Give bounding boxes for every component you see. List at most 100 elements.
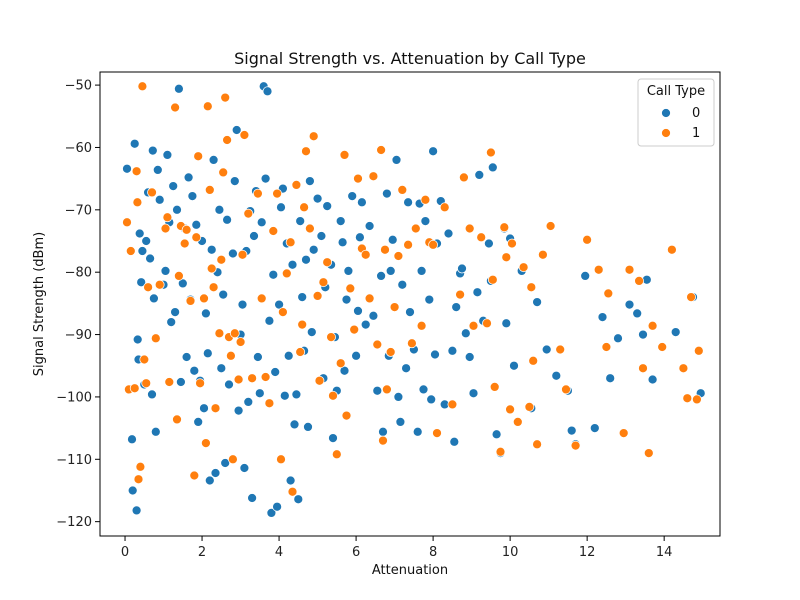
chart-title: Signal Strength vs. Attenuation by Call … — [234, 49, 586, 68]
data-point-calltype-0 — [566, 425, 577, 436]
legend-marker-1 — [661, 128, 671, 138]
data-point-calltype-1 — [376, 145, 386, 155]
data-point-calltype-1 — [276, 454, 286, 465]
data-point-calltype-1 — [301, 146, 311, 157]
data-point-calltype-0 — [222, 214, 232, 225]
data-point-calltype-0 — [501, 318, 512, 329]
data-point-calltype-1 — [532, 439, 542, 450]
data-point-calltype-1 — [237, 249, 248, 260]
data-point-calltype-1 — [208, 282, 219, 293]
data-point-calltype-1 — [464, 223, 475, 234]
data-point-calltype-1 — [570, 440, 581, 451]
data-point-calltype-0 — [276, 202, 286, 213]
data-point-calltype-1 — [206, 263, 217, 274]
data-point-calltype-1 — [191, 232, 202, 243]
data-point-calltype-0 — [303, 422, 313, 432]
data-point-calltype-1 — [372, 339, 383, 350]
data-point-calltype-1 — [137, 81, 148, 92]
data-point-calltype-0 — [210, 468, 221, 478]
data-point-calltype-0 — [254, 388, 265, 399]
data-point-calltype-1 — [528, 355, 539, 366]
data-point-calltype-0 — [152, 165, 163, 175]
data-point-calltype-1 — [512, 417, 523, 427]
y-tick-label: −90 — [65, 328, 92, 343]
data-point-calltype-0 — [416, 266, 427, 276]
legend: Call Type 0 1 — [637, 78, 715, 147]
data-point-calltype-1 — [389, 302, 400, 312]
data-point-calltype-1 — [486, 147, 496, 158]
data-point-calltype-1 — [482, 318, 492, 329]
data-point-calltype-0 — [343, 266, 354, 276]
data-point-calltype-1 — [524, 402, 535, 412]
data-point-calltype-0 — [368, 310, 379, 321]
data-point-calltype-1 — [247, 373, 257, 384]
data-point-calltype-0 — [279, 390, 290, 401]
data-point-calltype-0 — [509, 360, 519, 371]
data-point-calltype-1 — [264, 398, 275, 409]
y-tick-label: −120 — [56, 515, 92, 530]
data-point-calltype-0 — [174, 83, 184, 94]
data-point-calltype-0 — [264, 315, 275, 326]
data-point-calltype-1 — [235, 337, 246, 347]
data-point-calltype-0 — [372, 385, 383, 396]
data-point-calltype-1 — [593, 264, 604, 275]
data-point-calltype-1 — [291, 180, 302, 190]
data-point-calltype-1 — [222, 135, 232, 145]
data-point-calltype-1 — [229, 328, 240, 339]
data-point-calltype-0 — [249, 231, 259, 241]
data-point-calltype-1 — [220, 92, 231, 103]
data-point-calltype-0 — [449, 436, 460, 447]
data-point-calltype-0 — [468, 388, 479, 399]
data-point-calltype-0 — [464, 352, 475, 362]
data-point-calltype-1 — [582, 234, 592, 245]
data-point-calltype-1 — [505, 404, 515, 415]
x-tick-label: 2 — [198, 545, 206, 560]
data-point-calltype-1 — [216, 254, 227, 265]
data-point-calltype-0 — [364, 221, 375, 231]
data-point-calltype-0 — [428, 146, 438, 157]
data-point-calltype-0 — [181, 352, 192, 362]
data-point-calltype-1 — [686, 292, 696, 302]
data-point-calltype-1 — [162, 212, 173, 223]
data-point-calltype-1 — [204, 185, 215, 195]
data-point-calltype-0 — [360, 319, 371, 330]
y-tick-label: −110 — [56, 453, 92, 468]
data-point-calltype-0 — [266, 508, 277, 518]
data-point-calltype-1 — [218, 167, 229, 178]
data-point-calltype-0 — [308, 244, 319, 255]
data-point-calltype-0 — [474, 170, 485, 180]
data-point-calltype-1 — [634, 276, 644, 286]
data-point-calltype-1 — [174, 271, 184, 281]
data-point-calltype-1 — [335, 358, 346, 369]
data-point-calltype-1 — [459, 172, 469, 183]
data-point-calltype-0 — [395, 417, 406, 427]
data-point-calltype-0 — [208, 155, 219, 165]
data-point-calltype-0 — [391, 155, 402, 165]
data-point-calltype-0 — [160, 266, 171, 276]
data-point-calltype-0 — [260, 173, 271, 184]
data-point-calltype-1 — [314, 375, 325, 386]
data-point-calltype-1 — [385, 347, 396, 357]
data-point-calltype-1 — [164, 377, 175, 387]
data-point-calltype-0 — [166, 317, 177, 327]
data-point-calltype-1 — [256, 293, 267, 304]
data-point-calltype-0 — [397, 279, 408, 290]
data-point-calltype-0 — [316, 231, 327, 241]
data-point-calltype-1 — [326, 332, 336, 342]
data-point-calltype-0 — [150, 426, 161, 437]
data-point-calltype-0 — [137, 246, 148, 256]
data-point-calltype-0 — [220, 458, 231, 468]
data-point-calltype-1 — [397, 185, 408, 195]
data-point-calltype-1 — [243, 208, 254, 219]
data-point-calltype-0 — [147, 389, 157, 400]
plot-area — [100, 72, 720, 536]
data-point-calltype-0 — [193, 417, 204, 427]
data-point-calltype-1 — [487, 274, 498, 285]
data-point-calltype-0 — [647, 374, 658, 385]
data-point-calltype-1 — [476, 232, 487, 243]
data-point-calltype-0 — [306, 327, 317, 337]
data-point-calltype-1 — [432, 428, 442, 438]
data-point-calltype-1 — [455, 289, 465, 300]
data-point-calltype-0 — [145, 253, 155, 264]
